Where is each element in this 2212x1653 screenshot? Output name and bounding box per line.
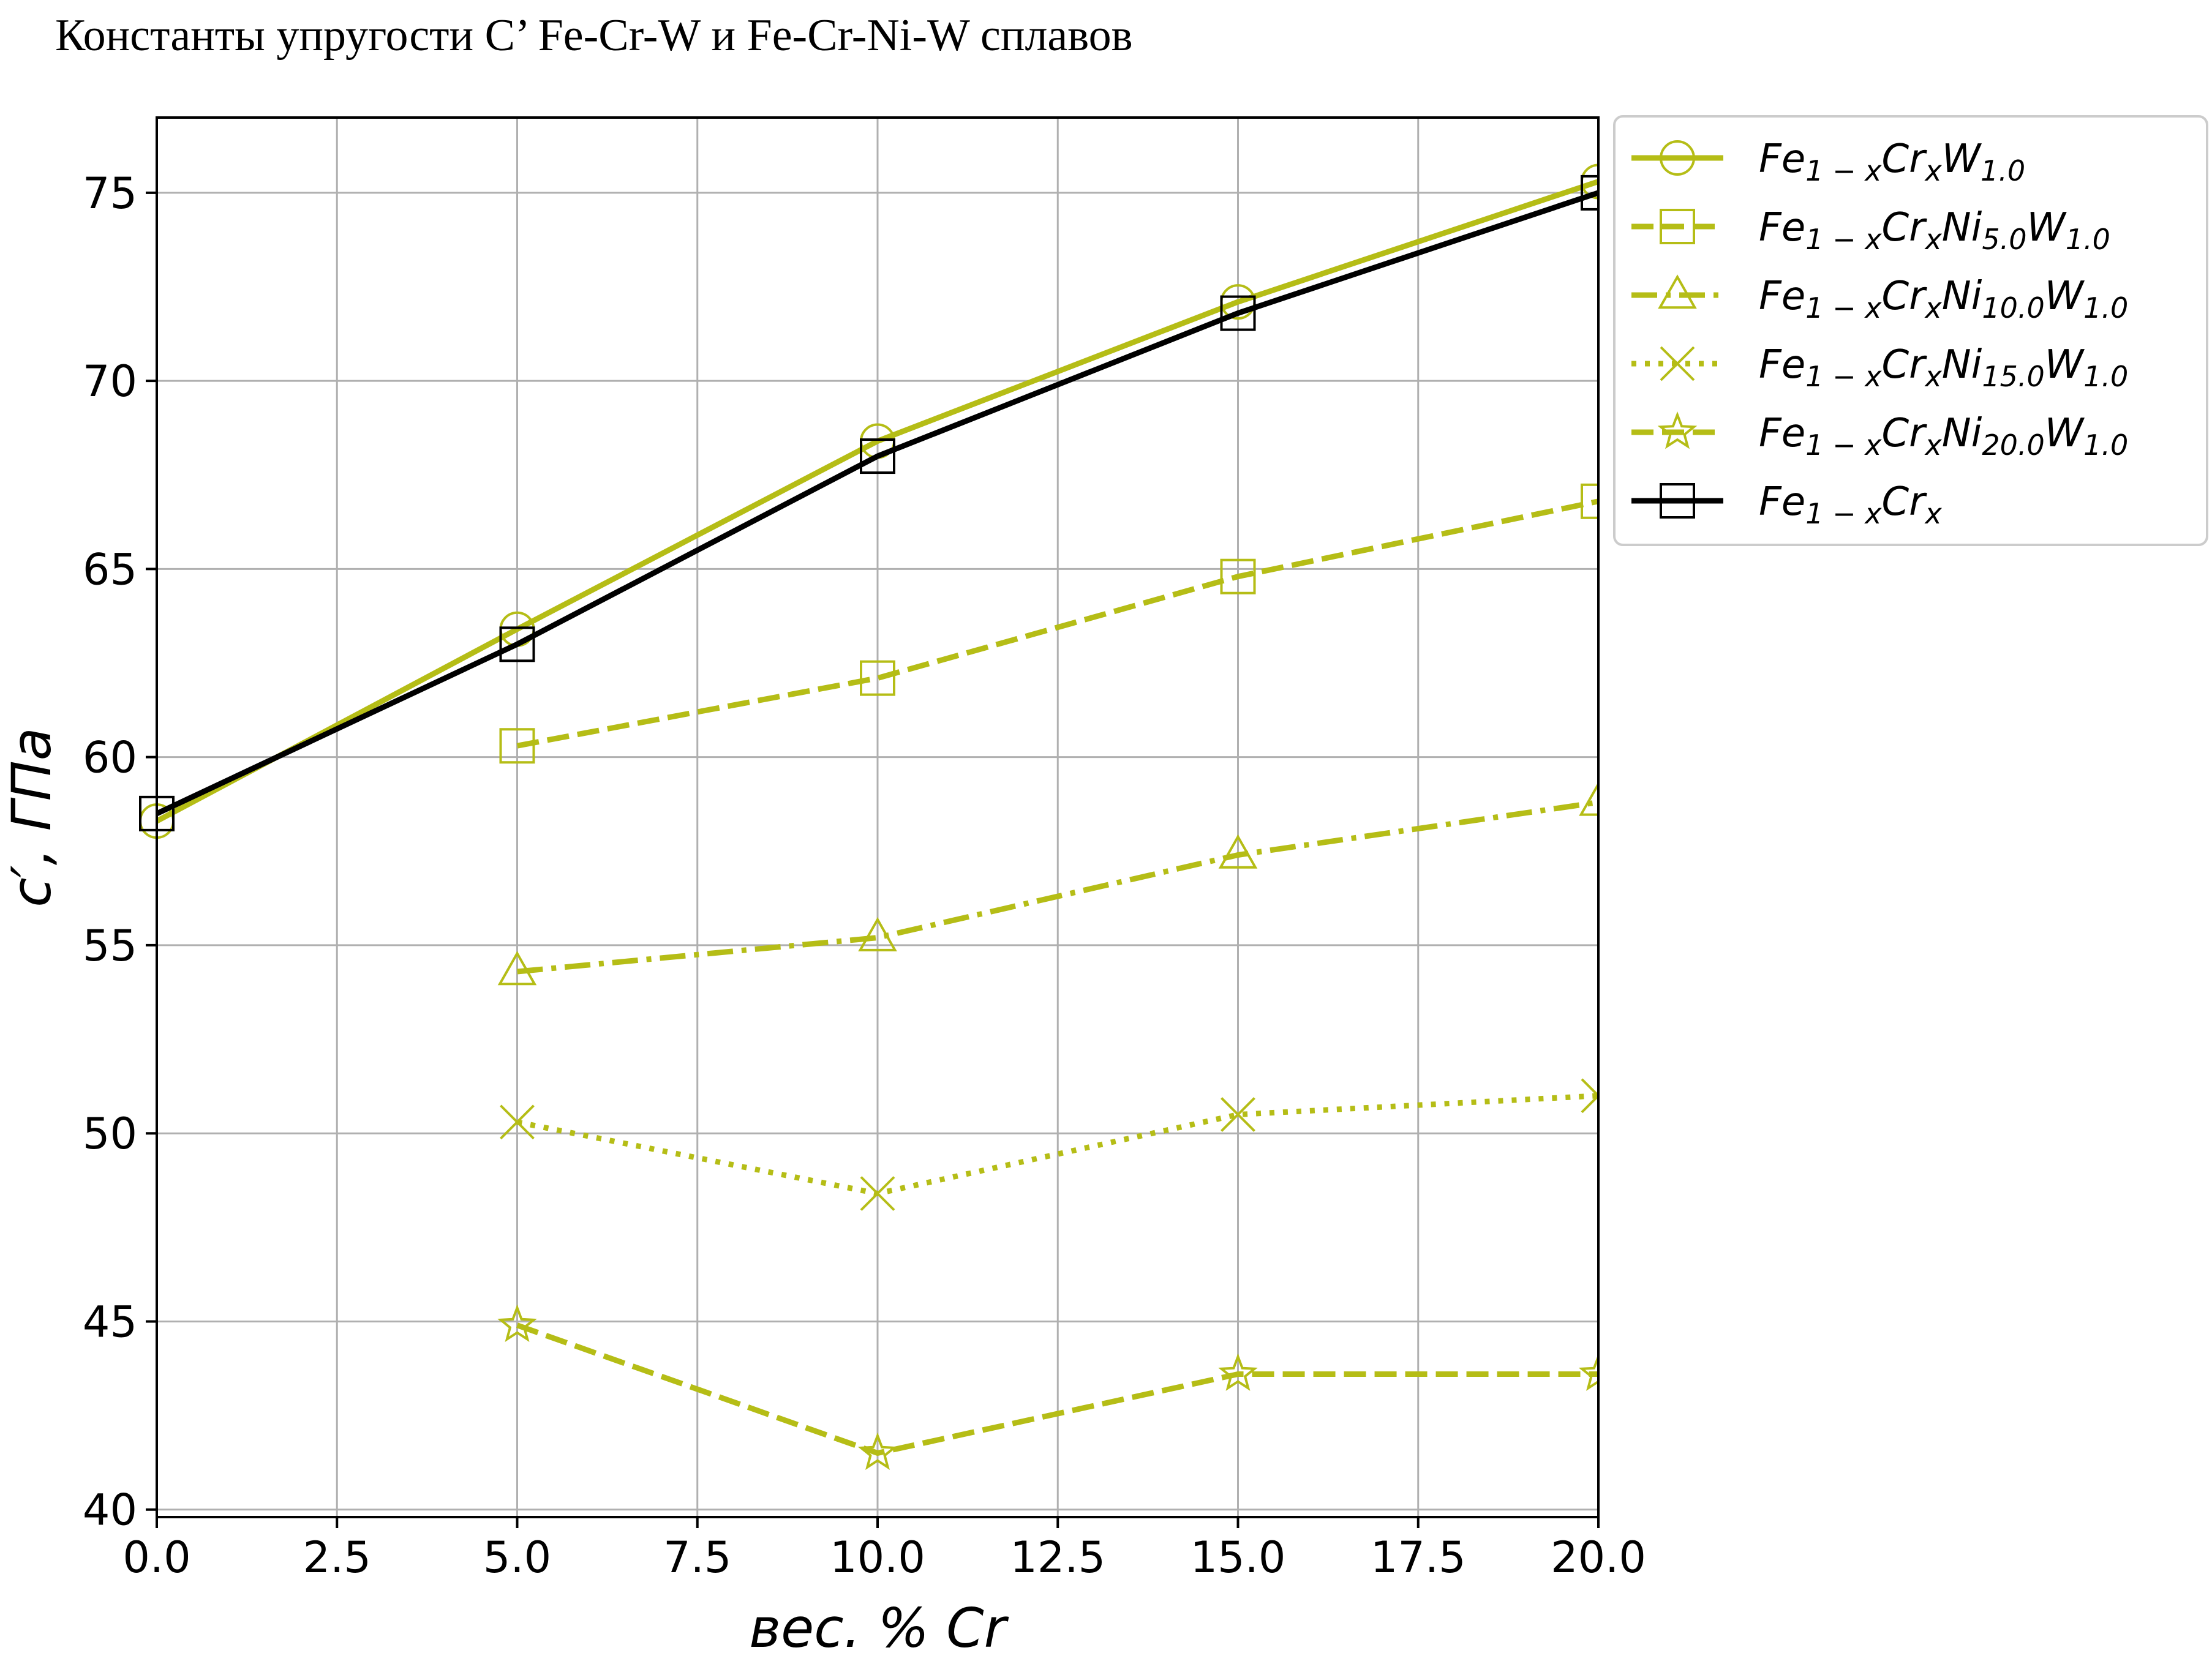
data-point (1579, 781, 1598, 816)
data-point (1660, 209, 1695, 244)
data-point (1581, 1078, 1598, 1114)
data-point (1578, 1353, 1598, 1391)
x-tick-label: 0.0 (122, 1532, 190, 1583)
grid (156, 118, 1600, 1517)
y-axis-label: c′, ГПа (0, 727, 63, 907)
data-point (1660, 483, 1695, 519)
legend-entry: Fe1 − xCrxNi5.0W1.0 (1631, 205, 2110, 256)
legend-entry: Fe1 − xCrxW1.0 (1631, 137, 2025, 187)
data-point (860, 660, 895, 696)
data-point (497, 951, 537, 986)
series-line (155, 179, 1598, 824)
x-axis-label: вес. % Cr (749, 1597, 1009, 1653)
series-4 (497, 1304, 1598, 1470)
data-point (1221, 1097, 1255, 1132)
legend-label: Fe1 − xCrxNi15.0W1.0 (1759, 342, 2128, 393)
series-3 (500, 1078, 1598, 1211)
x-tick-label: 7.5 (663, 1532, 731, 1583)
data-point (499, 626, 535, 662)
legend-label: Fe1 − xCrxNi10.0W1.0 (1759, 274, 2128, 324)
x-tick-label: 15.0 (1191, 1532, 1286, 1583)
series-2 (497, 781, 1598, 986)
ticks: 0.0 2.5 5.0 7.5 10.0 12.5 15.0 17.5 20.0 40 45 50 55… (83, 168, 1646, 1583)
series-layer (139, 163, 1598, 1470)
legend-label: Fe1 − xCrxNi5.0W1.0 (1759, 205, 2110, 256)
x-tick-label: 5.0 (483, 1532, 551, 1583)
y-tick-label: 70 (83, 356, 137, 407)
y-tick-label: 65 (83, 544, 137, 594)
x-tick-label: 2.5 (303, 1532, 371, 1583)
legend-box (1613, 115, 2208, 546)
legend-entry: Fe1 − xCrxNi20.0W1.0 (1631, 411, 2128, 462)
y-tick-label: 60 (83, 733, 137, 783)
data-point (1658, 274, 1697, 309)
data-point (1657, 411, 1698, 449)
legend-entry: Fe1 − xCrxNi10.0W1.0 (1631, 274, 2128, 324)
series-line (156, 190, 1598, 816)
data-point (1220, 558, 1256, 594)
data-point (857, 1432, 898, 1470)
data-point (858, 916, 897, 951)
y-tick-label: 45 (83, 1297, 137, 1347)
y-tick-label: 40 (83, 1485, 137, 1535)
x-tick-label: 20.0 (1551, 1532, 1646, 1583)
chart-title: Константы упругости C’ Fe-Cr-W и Fe-Cr-N… (55, 10, 1133, 61)
y-tick-label: 55 (83, 921, 137, 971)
data-point (1220, 295, 1256, 331)
legend-label: Fe1 − xCrxW1.0 (1759, 137, 2025, 187)
series-line (516, 1322, 1598, 1456)
data-point (1581, 483, 1598, 519)
legend: Fe1 − xCrxW1.0 Fe1 − xCrxNi5.0W1.0 Fe1 − x… (1613, 115, 2208, 546)
legend-label: Fe1 − xCrxNi20.0W1.0 (1759, 411, 2128, 462)
series-1 (499, 483, 1598, 764)
series-line (516, 1093, 1598, 1196)
data-point (1218, 834, 1258, 869)
y-tick-label: 75 (83, 168, 137, 219)
data-point (497, 1304, 537, 1342)
x-tick-label: 17.5 (1371, 1532, 1466, 1583)
data-point (1660, 140, 1695, 176)
legend-entry: Fe1 − xCrx (1631, 479, 1942, 530)
y-tick-label: 50 (83, 1109, 137, 1159)
legend-entry: Fe1 − xCrxNi15.0W1.0 (1631, 342, 2128, 393)
data-point (1660, 346, 1695, 381)
data-point (500, 1104, 535, 1140)
data-point (1581, 174, 1598, 211)
data-point (499, 728, 535, 764)
x-tick-label: 12.5 (1010, 1532, 1105, 1583)
series-line (517, 799, 1598, 975)
data-point (860, 1176, 895, 1211)
data-point (1218, 1353, 1258, 1391)
legend-label: Fe1 − xCrx (1759, 479, 1942, 530)
series-line (516, 498, 1598, 749)
x-tick-label: 10.0 (830, 1532, 925, 1583)
data-point (860, 438, 895, 474)
